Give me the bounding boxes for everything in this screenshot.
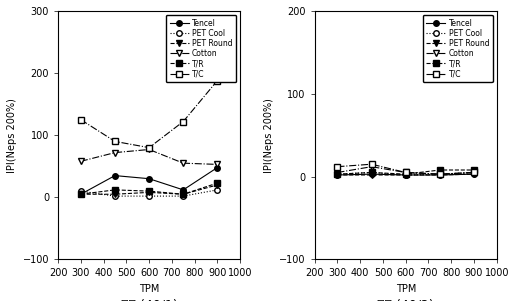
Tencel	[437, 173, 443, 177]
T/R	[471, 168, 477, 172]
Line: PET Cool: PET Cool	[78, 187, 220, 199]
PET Round	[402, 173, 409, 177]
Text: 합사 (40/2): 합사 (40/2)	[377, 299, 434, 301]
PET Cool	[471, 171, 477, 174]
PET Round	[368, 173, 375, 177]
PET Round	[471, 172, 477, 176]
Cotton	[180, 161, 186, 165]
PET Round	[180, 192, 186, 196]
Tencel	[78, 192, 84, 196]
Line: T/C: T/C	[335, 161, 477, 177]
PET Cool	[146, 194, 152, 198]
Legend: Tencel, PET Cool, PET Round, Cotton, T/R, T/C: Tencel, PET Cool, PET Round, Cotton, T/R…	[423, 15, 493, 82]
Tencel	[146, 177, 152, 181]
Tencel	[180, 188, 186, 192]
PET Cool	[112, 194, 118, 198]
Cotton	[437, 172, 443, 176]
Line: Tencel: Tencel	[335, 171, 477, 178]
Tencel	[112, 174, 118, 177]
PET Round	[112, 192, 118, 196]
T/R	[368, 171, 375, 174]
T/R	[214, 181, 220, 185]
T/C	[112, 140, 118, 143]
Tencel	[214, 166, 220, 169]
PET Round	[437, 173, 443, 177]
T/C	[471, 171, 477, 174]
Text: 단사 (40/1): 단사 (40/1)	[121, 299, 178, 301]
T/C	[334, 165, 341, 169]
Line: Cotton: Cotton	[335, 164, 477, 177]
Line: PET Round: PET Round	[78, 182, 220, 197]
T/C	[437, 172, 443, 176]
PET Round	[78, 192, 84, 196]
Line: T/R: T/R	[335, 167, 477, 177]
Cotton	[334, 171, 341, 174]
T/R	[112, 188, 118, 192]
PET Cool	[368, 171, 375, 174]
T/C	[368, 163, 375, 166]
PET Cool	[437, 172, 443, 176]
PET Cool	[402, 173, 409, 177]
X-axis label: TPM: TPM	[396, 284, 416, 294]
PET Cool	[78, 189, 84, 193]
T/R	[402, 172, 409, 176]
Line: PET Cool: PET Cool	[335, 170, 477, 178]
T/R	[78, 192, 84, 196]
T/C	[402, 171, 409, 174]
PET Round	[214, 183, 220, 187]
Cotton	[471, 171, 477, 174]
T/C	[78, 118, 84, 122]
T/R	[334, 172, 341, 176]
T/C	[180, 120, 186, 123]
T/C	[146, 146, 152, 149]
PET Round	[146, 191, 152, 194]
Cotton	[146, 148, 152, 151]
Tencel	[402, 173, 409, 177]
Cotton	[214, 163, 220, 166]
Tencel	[334, 173, 341, 177]
Line: PET Round: PET Round	[335, 171, 477, 178]
Line: Tencel: Tencel	[78, 165, 220, 197]
Cotton	[112, 151, 118, 154]
Line: T/C: T/C	[78, 78, 220, 150]
Cotton	[368, 165, 375, 169]
PET Cool	[334, 172, 341, 176]
X-axis label: TPM: TPM	[139, 284, 159, 294]
Legend: Tencel, PET Cool, PET Round, Cotton, T/R, T/C: Tencel, PET Cool, PET Round, Cotton, T/R…	[166, 15, 236, 82]
T/R	[180, 192, 186, 196]
T/R	[146, 189, 152, 193]
T/R	[437, 168, 443, 172]
Y-axis label: IPI(Neps 200%): IPI(Neps 200%)	[7, 98, 17, 173]
Cotton	[402, 171, 409, 174]
PET Round	[334, 173, 341, 177]
Line: Cotton: Cotton	[78, 147, 220, 167]
Y-axis label: IPI(Neps 200%): IPI(Neps 200%)	[264, 98, 273, 173]
T/C	[214, 79, 220, 82]
Line: T/R: T/R	[78, 180, 220, 197]
PET Cool	[180, 194, 186, 198]
Tencel	[368, 172, 375, 176]
Tencel	[471, 172, 477, 176]
PET Cool	[214, 188, 220, 192]
Cotton	[78, 160, 84, 163]
